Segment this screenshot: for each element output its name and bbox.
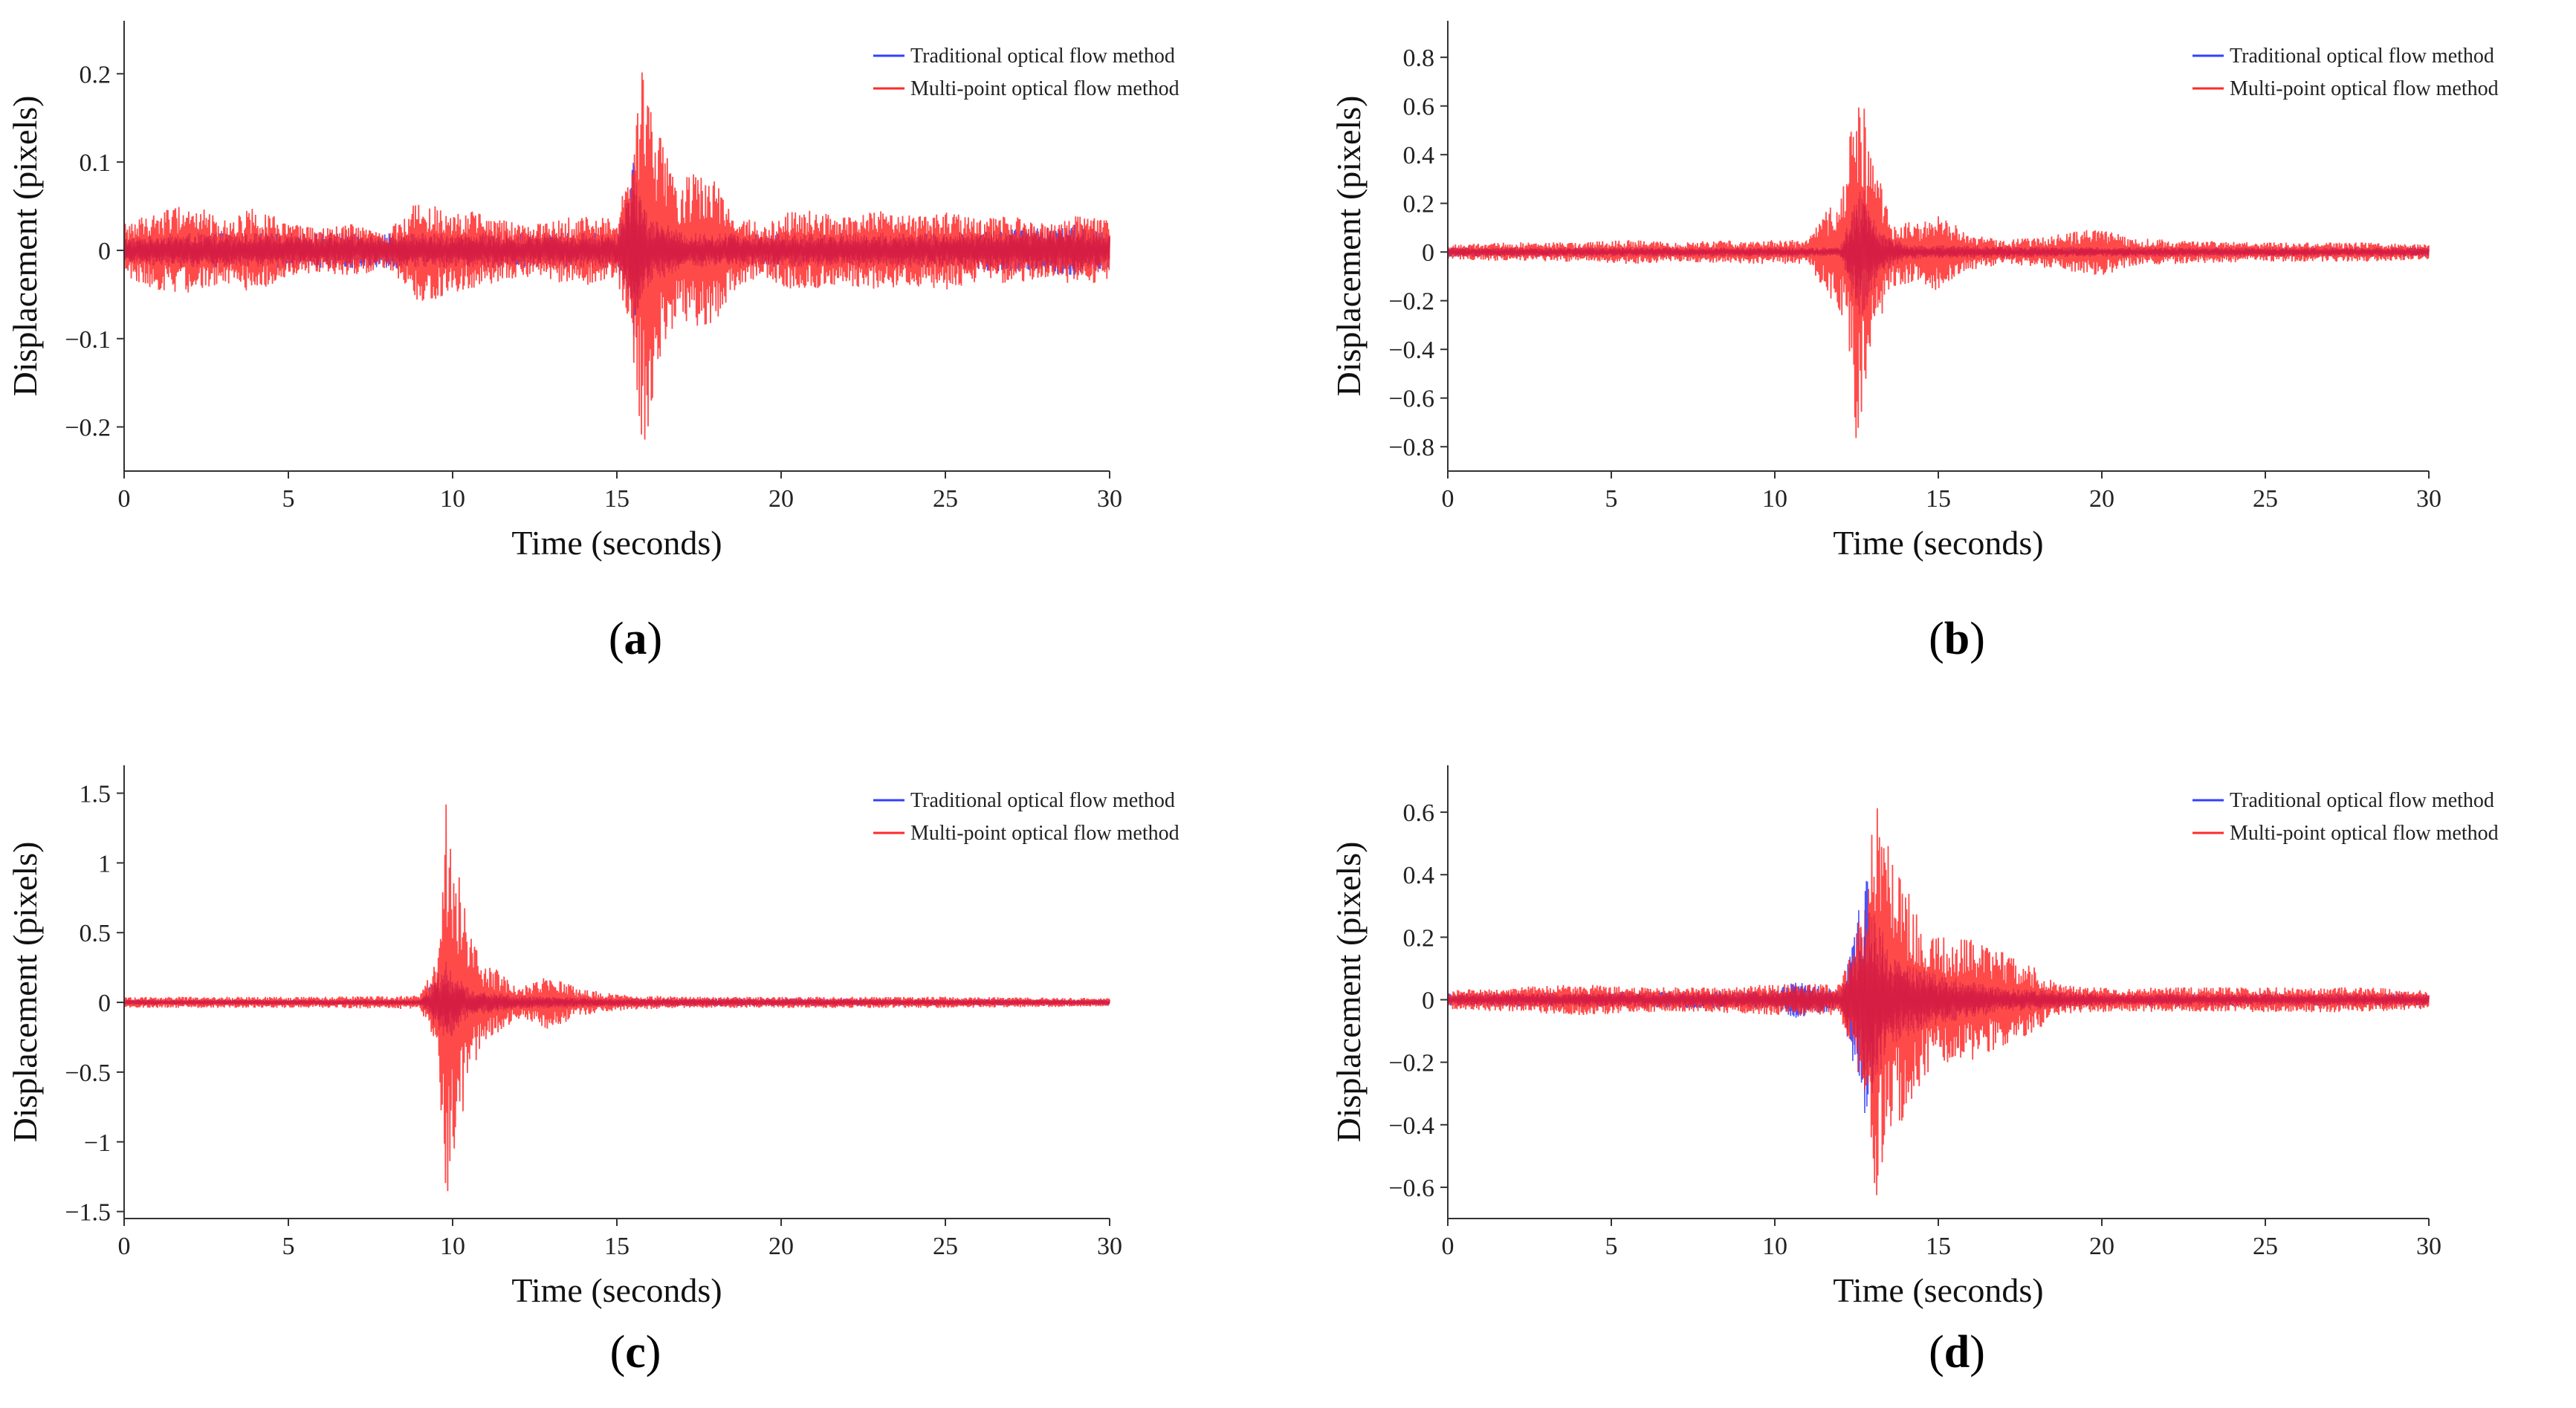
legend-traditional-label: Traditional optical flow method xyxy=(910,45,1175,68)
chart-panel-d: 0 5 10 15 20 25 30 −0.6 −0.4 −0.2 0 0.2 0.4 0.6 Time (… xyxy=(1330,765,2499,1378)
x-tick-label: 5 xyxy=(282,1233,295,1260)
chart-panel-c: 0 5 10 15 20 25 30 −1.5 −1 −0.5 0 0.5 1 1.5 Time (seco… xyxy=(6,765,1179,1378)
x-tick-label: 20 xyxy=(2089,485,2114,513)
panel-label: (a) xyxy=(609,614,662,664)
y-tick-label: 0 xyxy=(98,990,111,1017)
y-tick-label: −1.5 xyxy=(65,1199,111,1227)
x-tick-label: 10 xyxy=(440,1233,465,1260)
x-tick-label: 15 xyxy=(1926,1233,1951,1260)
x-tick-label: 10 xyxy=(1762,485,1787,513)
series-overlap-core xyxy=(123,979,1110,1028)
x-tick-label: 5 xyxy=(282,485,295,513)
y-axis-label: Displacement (pixels) xyxy=(1330,842,1368,1143)
y-axis-label: Displacement (pixels) xyxy=(6,96,44,397)
x-tick-label: 25 xyxy=(2253,1233,2278,1260)
x-axis-label: Time (seconds) xyxy=(511,524,722,562)
x-tick-label: 5 xyxy=(1605,1233,1618,1260)
y-tick-label: 0.1 xyxy=(80,149,111,177)
x-tick-label: 30 xyxy=(2416,1233,2441,1260)
y-tick-label: −0.6 xyxy=(1388,386,1434,413)
y-tick-label: 0.2 xyxy=(1403,191,1435,218)
x-tick-label: 5 xyxy=(1605,485,1618,513)
y-tick-label: −0.4 xyxy=(1388,1112,1434,1140)
x-tick-label: 15 xyxy=(1926,485,1951,513)
panel-label: (d) xyxy=(1929,1327,1985,1378)
y-tick-label: −0.8 xyxy=(1388,434,1434,461)
legend-multipoint-label: Multi-point optical flow method xyxy=(910,822,1179,845)
y-tick-label: −1 xyxy=(84,1129,111,1157)
y-tick-label: 0.2 xyxy=(80,61,111,88)
y-tick-label: 0.6 xyxy=(1403,799,1435,827)
series-overlap-core xyxy=(1447,909,2430,1084)
legend-multipoint-label: Multi-point optical flow method xyxy=(2230,822,2499,845)
x-tick-label: 10 xyxy=(1762,1233,1787,1260)
y-tick-label: 0.5 xyxy=(80,920,111,947)
legend-multipoint-label: Multi-point optical flow method xyxy=(2230,77,2499,100)
panel-label: (b) xyxy=(1929,614,1985,664)
legend: Traditional optical flow method Multi-poi… xyxy=(2192,45,2499,100)
y-tick-label: 0.8 xyxy=(1403,45,1435,72)
y-tick-label: −0.5 xyxy=(65,1060,111,1087)
y-tick-label: −0.2 xyxy=(65,415,111,442)
legend-traditional-label: Traditional optical flow method xyxy=(910,789,1175,812)
x-tick-label: 15 xyxy=(604,1233,630,1260)
x-tick-label: 25 xyxy=(933,485,958,513)
x-tick-label: 15 xyxy=(604,485,630,513)
x-tick-label: 25 xyxy=(2253,485,2278,513)
y-tick-label: 0 xyxy=(1422,239,1434,267)
y-tick-label: −0.4 xyxy=(1388,337,1434,364)
y-tick-label: 0.4 xyxy=(1403,142,1435,169)
y-tick-label: −0.1 xyxy=(65,326,111,354)
y-tick-label: −0.2 xyxy=(1388,1050,1434,1077)
y-tick-label: 0.6 xyxy=(1403,94,1435,121)
x-tick-label: 20 xyxy=(768,1233,794,1260)
x-tick-label: 0 xyxy=(1442,1233,1454,1260)
x-axis-label: Time (seconds) xyxy=(511,1271,722,1309)
x-tick-label: 25 xyxy=(933,1233,958,1260)
y-tick-label: 0.4 xyxy=(1403,862,1435,889)
series-line-multipoint xyxy=(123,72,1110,440)
legend: Traditional optical flow method Multi-poi… xyxy=(873,45,1179,100)
x-tick-label: 20 xyxy=(768,485,794,513)
y-axis-label: Displacement (pixels) xyxy=(6,842,44,1143)
x-tick-label: 30 xyxy=(2416,485,2441,513)
x-tick-label: 30 xyxy=(1097,485,1122,513)
x-tick-label: 30 xyxy=(1097,1233,1122,1260)
panel-label: (c) xyxy=(610,1327,661,1378)
series-line-multipoint xyxy=(1447,107,2430,438)
y-axis-label: Displacement (pixels) xyxy=(1330,96,1368,397)
x-tick-label: 0 xyxy=(118,1233,131,1260)
y-tick-label: 0 xyxy=(1422,987,1434,1015)
y-tick-label: 1 xyxy=(98,850,111,877)
y-tick-label: −0.6 xyxy=(1388,1175,1434,1202)
y-tick-label: −0.2 xyxy=(1388,288,1434,316)
series-line-multipoint xyxy=(123,804,1110,1192)
y-tick-label: 0 xyxy=(98,238,111,265)
y-tick-label: 1.5 xyxy=(80,781,111,808)
legend: Traditional optical flow method Multi-poi… xyxy=(2192,789,2499,845)
series-overlap-core xyxy=(123,190,1110,315)
chart-panel-a: 0 5 10 15 20 25 30 −0.2 −0.1 0 0.1 0.2 Time (seconds… xyxy=(6,21,1179,664)
series-overlap-core xyxy=(1447,203,2430,299)
legend-multipoint-label: Multi-point optical flow method xyxy=(910,77,1179,100)
legend: Traditional optical flow method Multi-poi… xyxy=(873,789,1179,845)
legend-traditional-label: Traditional optical flow method xyxy=(2230,45,2494,68)
x-tick-label: 20 xyxy=(2089,1233,2114,1260)
chart-panel-b: 0 5 10 15 20 25 30 −0.8 −0.6 −0.4 −0.2 0 0.2 0.4 0.6 0.… xyxy=(1330,21,2499,664)
x-tick-label: 0 xyxy=(118,485,131,513)
x-tick-label: 10 xyxy=(440,485,465,513)
x-axis-label: Time (seconds) xyxy=(1833,524,2043,562)
x-axis-label: Time (seconds) xyxy=(1833,1271,2043,1309)
y-tick-label: 0.2 xyxy=(1403,924,1435,952)
x-tick-label: 0 xyxy=(1442,485,1454,513)
legend-traditional-label: Traditional optical flow method xyxy=(2230,789,2494,812)
